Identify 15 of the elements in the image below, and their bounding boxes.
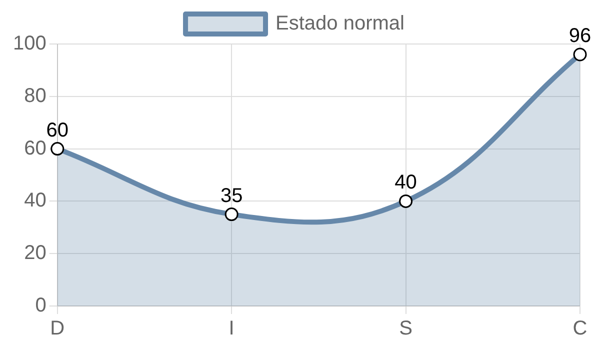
data-label: 40 — [394, 172, 417, 194]
x-tick-label: D — [50, 318, 65, 340]
legend-label: Estado normal — [276, 12, 404, 35]
x-tick-label: S — [399, 318, 412, 340]
y-tick-label: 60 — [24, 137, 46, 160]
y-tick-label: 0 — [35, 294, 46, 317]
x-tick-label: I — [228, 318, 234, 340]
y-tick-label: 40 — [24, 190, 46, 212]
data-label: 35 — [220, 184, 243, 207]
x-tick-label: C — [572, 318, 588, 340]
data-label: 96 — [568, 24, 592, 47]
data-label: 60 — [46, 119, 68, 142]
y-tick-label: 80 — [24, 84, 46, 107]
y-tick-label: 20 — [24, 242, 46, 264]
y-tick-label: 100 — [12, 32, 46, 55]
